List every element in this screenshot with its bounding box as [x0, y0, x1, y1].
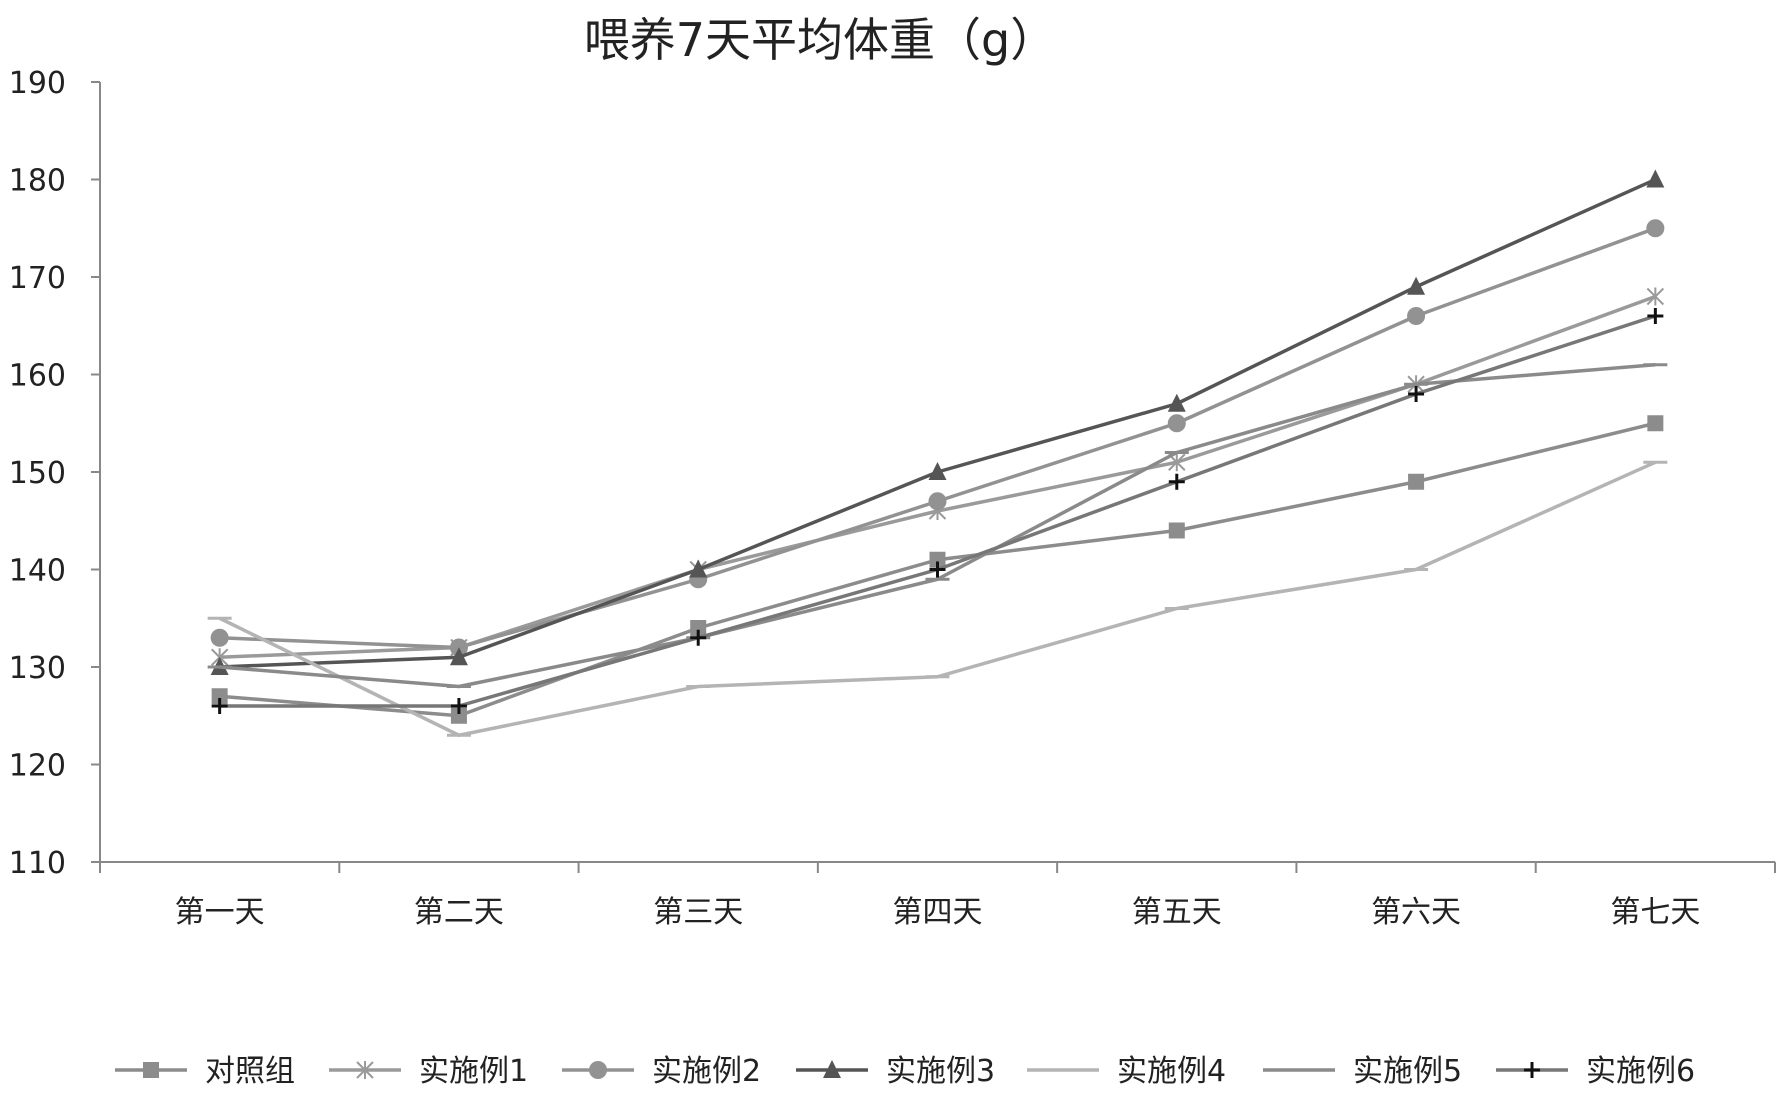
- plus-marker: [1168, 473, 1185, 490]
- y-tick-label: 160: [9, 359, 66, 394]
- series-4: [210, 169, 1665, 675]
- square-marker: [1647, 415, 1664, 432]
- square-marker: [929, 551, 946, 568]
- plus-marker: [1408, 386, 1425, 402]
- legend-label: 实施例2: [652, 1054, 761, 1089]
- series-line: [219, 363, 1656, 689]
- legend-item: 实施例3: [796, 1054, 995, 1089]
- series-layer: [207, 169, 1668, 737]
- x-tick-label: 第五天: [1132, 895, 1222, 930]
- y-tick-label: 140: [9, 554, 66, 589]
- circle-marker: [1646, 219, 1665, 238]
- plus-marker: [1524, 1062, 1540, 1078]
- x-tick-label: 第六天: [1371, 895, 1461, 930]
- triangle-marker: [928, 462, 947, 480]
- legend: 对照组 实施例1 实施例2 实施例3 实施例4 实施例5 实施例6: [115, 1054, 1695, 1089]
- x-tick-label: 第四天: [893, 895, 983, 930]
- legend-label: 对照组: [205, 1054, 295, 1089]
- triangle-marker: [823, 1060, 841, 1078]
- plus-marker: [211, 698, 228, 714]
- plus-marker: [929, 561, 946, 578]
- triangle-marker: [1407, 276, 1426, 295]
- legend-label: 实施例1: [419, 1054, 528, 1089]
- circle-marker: [1407, 307, 1426, 325]
- legend-item: 实施例4: [1027, 1054, 1226, 1089]
- square-marker: [690, 620, 707, 636]
- y-tick-label: 150: [9, 456, 66, 491]
- legend-label: 实施例6: [1586, 1054, 1695, 1089]
- series-line: [219, 177, 1657, 669]
- triangle-marker: [449, 647, 468, 666]
- legend-label: 实施例5: [1353, 1054, 1462, 1089]
- legend-item: 对照组: [115, 1054, 295, 1089]
- square-marker: [1408, 473, 1425, 490]
- legend-item: 实施例5: [1263, 1054, 1462, 1089]
- asterisk-marker: [1646, 287, 1665, 306]
- legend-item: 实施例1: [329, 1054, 528, 1089]
- x-tick-label: 第二天: [414, 895, 504, 930]
- chart-title: 喂养7天平均体重（g）: [584, 13, 1056, 67]
- x-tick-label: 第三天: [653, 895, 743, 930]
- y-tick-label: 110: [9, 846, 66, 881]
- plus-marker: [450, 698, 467, 714]
- square-marker: [143, 1062, 159, 1078]
- series-6: [207, 363, 1668, 689]
- legend-label: 实施例4: [1117, 1054, 1226, 1089]
- circle-marker: [589, 1061, 607, 1079]
- circle-marker: [1167, 414, 1186, 433]
- y-tick-label: 170: [9, 261, 66, 296]
- x-tick-label: 第七天: [1610, 895, 1700, 930]
- circle-marker: [210, 628, 229, 647]
- series-7: [211, 308, 1664, 714]
- square-marker: [450, 707, 467, 724]
- x-tick-label: 第一天: [175, 895, 265, 930]
- axes: 110 120 130 140 150 160 170 180 190 第一天 第二天 第三天 第四天 第…: [9, 66, 1776, 930]
- legend-item: 实施例2: [562, 1054, 761, 1089]
- triangle-marker: [689, 559, 708, 578]
- legend-item: 实施例6: [1496, 1054, 1695, 1089]
- series-line: [219, 226, 1656, 650]
- plus-marker: [1647, 308, 1664, 324]
- triangle-marker: [1646, 169, 1665, 188]
- y-tick-label: 130: [9, 651, 66, 686]
- y-tick-label: 120: [9, 749, 66, 784]
- plus-marker: [690, 629, 707, 646]
- square-marker: [1168, 522, 1185, 539]
- series-3: [210, 219, 1665, 657]
- square-marker: [211, 688, 228, 705]
- circle-marker: [928, 492, 947, 511]
- legend-label: 实施例3: [886, 1054, 995, 1089]
- y-tick-label: 190: [9, 66, 66, 101]
- series-1: [211, 415, 1664, 724]
- series-5: [207, 460, 1668, 737]
- triangle-marker: [1167, 393, 1186, 412]
- asterisk-marker: [356, 1061, 374, 1079]
- y-tick-label: 180: [9, 164, 66, 199]
